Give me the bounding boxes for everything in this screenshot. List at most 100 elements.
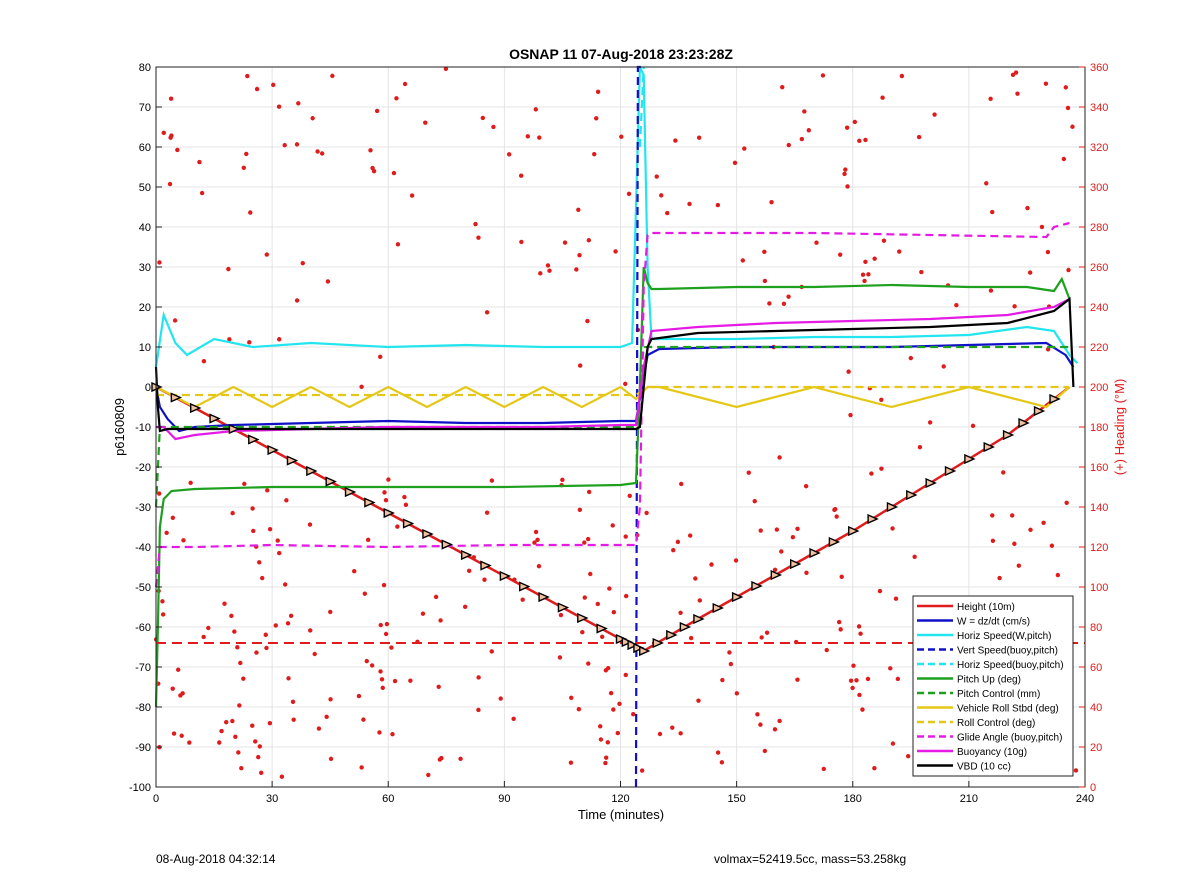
heading-point (402, 81, 408, 87)
heading-point (170, 686, 175, 691)
height-marker (789, 558, 802, 570)
heading-point (927, 420, 933, 425)
heading-point (866, 272, 871, 277)
x-tick-label: 180 (844, 793, 862, 805)
heading-point (623, 381, 628, 387)
heading-point (592, 151, 597, 157)
heading-point (772, 727, 778, 732)
heading-point (245, 73, 250, 79)
heading-point (688, 635, 694, 641)
heading-point (678, 731, 683, 736)
heading-point (160, 612, 166, 617)
height-marker (731, 591, 744, 603)
y-tick-label: 30 (139, 262, 151, 274)
heading-point (603, 755, 609, 760)
height-marker (402, 518, 415, 529)
heading-point (491, 124, 496, 130)
heading-point (613, 249, 618, 254)
heading-point (814, 240, 819, 245)
heading-point (420, 611, 426, 616)
height-marker (557, 602, 570, 613)
heading-point (687, 201, 692, 207)
heading-point (237, 703, 242, 708)
heading-point (862, 278, 867, 284)
heading-point (820, 73, 826, 78)
heading-point (670, 725, 675, 730)
y2-tick-label: 200 (1090, 382, 1108, 394)
heading-point (1013, 70, 1019, 75)
heading-point (605, 740, 610, 745)
x-tick-label: 90 (498, 793, 510, 805)
height-marker (1002, 429, 1015, 441)
heading-point (364, 658, 369, 664)
heading-point (181, 538, 186, 543)
heading-point (897, 249, 902, 254)
y2-tick-label: 220 (1090, 342, 1108, 354)
heading-point (890, 526, 895, 531)
height-marker (577, 612, 589, 624)
heading-point (824, 647, 829, 653)
heading-point (696, 698, 701, 703)
y2-tick-label: 80 (1090, 622, 1102, 634)
heading-point (767, 301, 772, 306)
heading-point (250, 506, 255, 511)
heading-point (860, 707, 865, 712)
heading-point (466, 568, 472, 574)
heading-point (671, 548, 676, 553)
y2-tick-label: 360 (1090, 62, 1108, 74)
legend-label: Buoyancy (10g) (957, 747, 1027, 758)
heading-point (489, 649, 494, 654)
heading-point (294, 298, 300, 303)
heading-point (251, 528, 256, 534)
y-tick-label: -100 (129, 782, 151, 794)
heading-point (568, 760, 574, 765)
heading-point (1070, 124, 1075, 129)
heading-point (242, 481, 247, 487)
heading-point (728, 661, 734, 667)
heading-point (511, 716, 516, 722)
x-tick-label: 120 (611, 793, 629, 805)
heading-point (484, 510, 490, 515)
heading-point (608, 690, 614, 696)
heading-point (626, 191, 632, 197)
heading-point (762, 249, 767, 255)
heading-point (877, 588, 883, 594)
height-marker (615, 633, 628, 645)
heading-point (359, 765, 364, 770)
height-marker (286, 455, 299, 466)
y2-tick-label: 100 (1090, 582, 1108, 594)
heading-point (598, 737, 604, 742)
heading-point (288, 613, 294, 619)
heading-point (257, 744, 263, 749)
heading-point (369, 663, 375, 668)
heading-point (848, 412, 853, 418)
heading-point (863, 259, 868, 264)
heading-point (1043, 81, 1049, 86)
heading-point (777, 718, 782, 724)
heading-point (371, 168, 377, 174)
heading-point (709, 562, 714, 567)
heading-point (908, 355, 914, 361)
heading-point (576, 207, 581, 213)
heading-point (848, 678, 854, 683)
heading-point (325, 279, 331, 284)
heading-point (846, 369, 851, 374)
heading-point (1045, 347, 1051, 352)
heading-point (988, 96, 993, 102)
height-marker (1018, 417, 1030, 429)
heading-point (845, 184, 850, 189)
heading-point (603, 760, 608, 766)
heading-point (619, 134, 624, 139)
heading-point (758, 528, 763, 533)
heading-point (379, 677, 385, 682)
heading-point (607, 586, 612, 591)
height-marker (441, 539, 454, 550)
heading-point (693, 576, 698, 581)
x-axis-label: Time (minutes) (578, 807, 664, 822)
heading-point (837, 252, 843, 257)
heading-point (576, 706, 582, 712)
heading-point (585, 318, 590, 324)
heading-point (732, 160, 738, 166)
y-tick-label: -50 (135, 582, 151, 594)
heading-point (250, 723, 255, 728)
